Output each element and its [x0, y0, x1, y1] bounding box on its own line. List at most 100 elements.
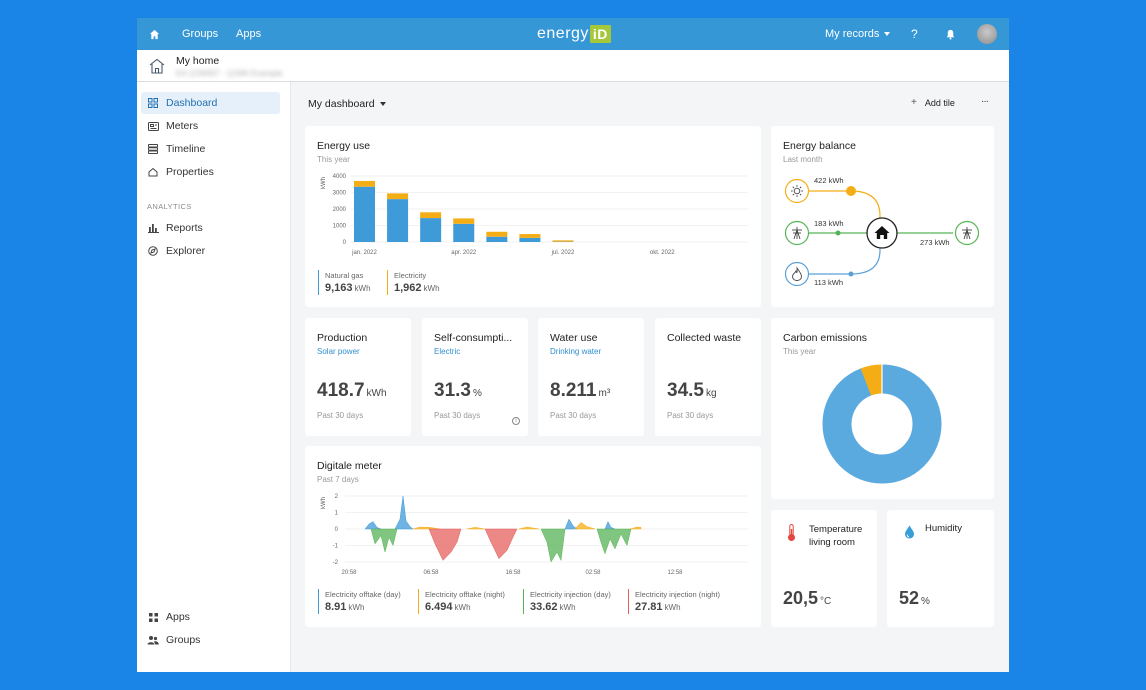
- area-injection-day: [540, 528, 566, 563]
- card-subtitle: Drinking water: [550, 347, 602, 356]
- tag-icon: [147, 166, 159, 178]
- x-tick-label: 20:58: [341, 570, 357, 576]
- water-use-tile[interactable]: Water use Drinking water 8.211 m³ Past 30…: [538, 318, 644, 436]
- sidebar-item-properties[interactable]: Properties: [141, 161, 280, 183]
- legend-label: Electricity: [394, 271, 427, 280]
- help-button[interactable]: ?: [911, 27, 918, 41]
- carbon-emissions-card[interactable]: Carbon emissions This year: [771, 318, 994, 499]
- sidebar-item-meters[interactable]: Meters: [141, 115, 280, 137]
- card-title: Collected waste: [667, 332, 742, 344]
- sidebar-item-dashboard[interactable]: Dashboard: [141, 92, 280, 114]
- sidebar-item-label: Apps: [166, 611, 190, 623]
- dashboard-selector[interactable]: My dashboard: [308, 98, 386, 110]
- tile-value: 52%: [899, 588, 930, 609]
- logo-badge: iD: [589, 25, 611, 43]
- dashboard-selector-label: My dashboard: [308, 98, 375, 110]
- top-navbar: Groups Apps energy iD My records ?: [137, 18, 1009, 50]
- card-subtitle: This year: [783, 347, 816, 356]
- legend-label: Electricity offtake (day): [325, 590, 401, 599]
- sidebar-item-groups[interactable]: Groups: [141, 629, 280, 651]
- sidebar-item-timeline[interactable]: Timeline: [141, 138, 280, 160]
- tile-unit: °C: [820, 596, 832, 607]
- solar-flow-line: [808, 190, 881, 222]
- x-tick-label: jul. 2022: [551, 250, 575, 256]
- home-icon[interactable]: [149, 18, 160, 50]
- energy-use-chart: 4000 3000 2000 1000 0 kWh jan. 2022 apr. 2022 ju…: [321, 174, 748, 256]
- x-tick-label: 12:58: [667, 570, 683, 576]
- y-axis-label: kWh: [321, 497, 327, 509]
- legend-offtake-day: Electricity offtake (day) 8.91 kWh: [318, 589, 401, 614]
- energy-balance-card[interactable]: Energy balance Last month 422 kWh 183 kW…: [771, 126, 994, 307]
- legend-unit: kWh: [348, 603, 365, 612]
- timeline-icon: [147, 143, 159, 155]
- apps-grid-icon: [147, 611, 159, 623]
- production-tile[interactable]: Production Solar power 418.7 kWh Past 30 …: [305, 318, 411, 436]
- grid-in-flow-value: 183 kWh: [814, 219, 844, 228]
- y-tick-label: 4000: [333, 174, 347, 180]
- my-records-menu[interactable]: My records: [825, 18, 891, 50]
- tile-number: 52: [899, 588, 920, 608]
- tile-footer: Past 30 days: [317, 411, 364, 420]
- location-header: My home EA 1234567 - 12345 Example: [137, 50, 1009, 82]
- tile-number: 34.5: [667, 380, 704, 401]
- tile-value: 418.7 kWh: [317, 380, 387, 402]
- bar-electricity: [519, 234, 541, 238]
- y-tick-label: 3000: [333, 191, 347, 197]
- avatar[interactable]: [977, 18, 997, 50]
- area-offtake-night: [412, 526, 441, 530]
- location-title[interactable]: My home: [176, 55, 220, 67]
- x-tick-label: 16:58: [505, 570, 521, 576]
- sidebar-item-apps[interactable]: Apps: [141, 606, 280, 628]
- y-tick-label: 1: [335, 511, 339, 517]
- energy-use-card[interactable]: Energy use This year 4000 3000 2000 1000 0 kW…: [305, 126, 761, 307]
- tile-number: 8.211: [550, 380, 597, 401]
- bell-icon[interactable]: [945, 18, 956, 50]
- legend-natural-gas: Natural gas 9,163 kWh: [318, 270, 371, 295]
- legend-injection-night: Electricity injection (night) 27.81 kWh: [628, 589, 720, 614]
- legend-label: Electricity injection (day): [530, 590, 611, 599]
- legend-unit: kWh: [454, 603, 471, 612]
- sidebar-item-label: Properties: [166, 166, 214, 178]
- area-injection-day: [596, 528, 632, 555]
- self-consumption-tile[interactable]: Self-consumpti... Electric 31.3% Past 30…: [422, 318, 528, 436]
- sidebar-item-label: Groups: [166, 634, 201, 646]
- x-tick-label: jan. 2022: [351, 250, 377, 256]
- legend-unit: kWh: [664, 603, 681, 612]
- more-options-button[interactable]: ···: [981, 96, 989, 107]
- y-tick-label: 0: [343, 240, 347, 246]
- x-tick-label: 02:58: [585, 570, 601, 576]
- solar-node: [784, 178, 810, 204]
- legend-label: Natural gas: [325, 271, 364, 280]
- bar-chart-icon: [147, 222, 159, 234]
- digital-meter-card[interactable]: Digitale meter Past 7 days 2 1 0 -1 -2 kWh 20:…: [305, 446, 761, 627]
- location-subtitle: EA 1234567 - 12345 Example: [176, 69, 283, 78]
- sidebar-item-reports[interactable]: Reports: [141, 217, 280, 239]
- y-tick-label: -2: [333, 560, 339, 566]
- compass-icon: [147, 245, 159, 257]
- y-tick-label: 2000: [333, 207, 347, 213]
- tile-unit: %: [472, 388, 482, 399]
- y-tick-label: -1: [333, 544, 339, 550]
- area-offtake-day: [364, 521, 382, 530]
- legend-electricity: Electricity 1,962 kWh: [387, 270, 440, 295]
- add-tile-button[interactable]: + Add tile: [911, 97, 955, 108]
- house-icon: [148, 58, 166, 79]
- bar-natural-gas: [519, 237, 541, 242]
- bar-electricity: [387, 193, 409, 200]
- sidebar-item-explorer[interactable]: Explorer: [141, 240, 280, 262]
- sidebar-item-label: Dashboard: [166, 97, 218, 109]
- info-icon[interactable]: i: [512, 417, 520, 425]
- nav-groups[interactable]: Groups: [182, 28, 219, 40]
- chevron-down-icon: [379, 102, 386, 106]
- collected-waste-tile[interactable]: Collected waste 34.5 kg Past 30 days: [655, 318, 761, 436]
- tile-value: 8.211 m³: [550, 380, 610, 402]
- logo[interactable]: energy iD: [537, 18, 611, 50]
- humidity-tile[interactable]: Humidity 52%: [887, 510, 994, 627]
- legend-value: 6.494: [425, 601, 453, 613]
- legend-offtake-night: Electricity offtake (night) 6.494 kWh: [418, 589, 505, 614]
- nav-apps[interactable]: Apps: [236, 28, 262, 40]
- sidebar: Dashboard Meters Timeline Properties ANA…: [137, 82, 291, 672]
- temperature-tile[interactable]: Temperature living room 20,5 °C: [771, 510, 877, 627]
- area-offtake-night: [518, 526, 540, 530]
- card-title: Production: [317, 332, 368, 344]
